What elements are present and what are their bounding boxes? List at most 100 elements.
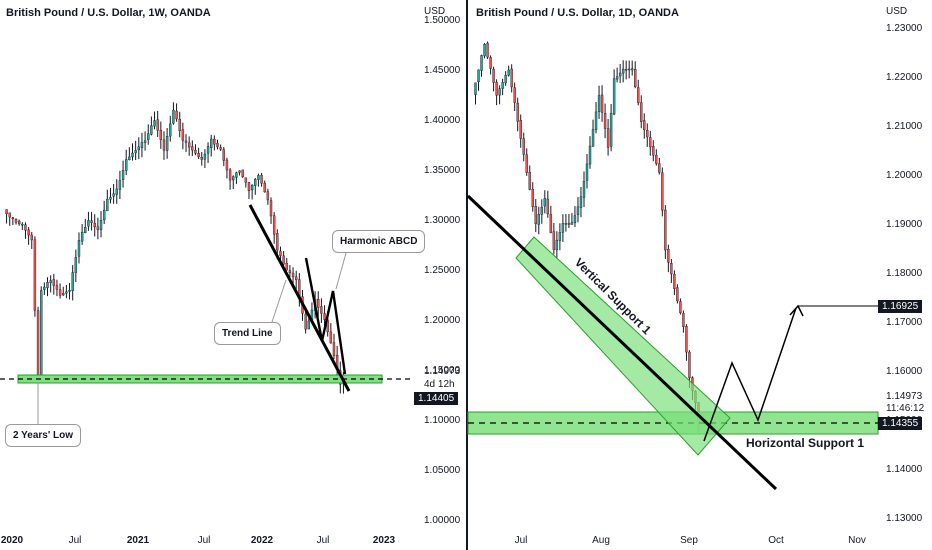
candle-body [181, 129, 185, 141]
projection-path[interactable] [703, 307, 797, 442]
price-tick-label: 1.45000 [424, 65, 461, 76]
candle-body [33, 239, 37, 311]
candle-body [567, 223, 571, 225]
horizontal-support-label: Horizontal Support 1 [746, 436, 864, 450]
candle-body [184, 140, 188, 143]
candle-body [244, 177, 248, 183]
candle-body [175, 110, 178, 120]
price-tick-label: 1.05000 [424, 465, 461, 476]
candle-body [162, 139, 166, 151]
candle-body [225, 159, 229, 171]
candle-body [576, 206, 580, 215]
candle-body [291, 272, 295, 278]
candle-body [555, 239, 559, 251]
time-tick-label: 2021 [127, 535, 150, 546]
candle-body [543, 198, 547, 207]
candle-body [282, 255, 285, 265]
candle-body [62, 293, 65, 296]
harmonic-abcd-pattern[interactable] [304, 257, 347, 375]
candle-body [109, 197, 112, 200]
candle-body [498, 88, 501, 96]
candle-body [489, 57, 492, 69]
time-tick-label: Nov [848, 535, 866, 546]
candle-body [612, 78, 616, 115]
candle-body [320, 306, 323, 314]
candle-body [65, 291, 68, 294]
candle-body [507, 69, 510, 76]
candle-body [232, 176, 235, 181]
candle-body [96, 226, 100, 231]
candle-body [197, 153, 200, 157]
candle-body [585, 163, 589, 181]
candle-body [480, 55, 483, 71]
daily-candles [474, 41, 700, 434]
candle-body [652, 146, 655, 156]
candle-body [570, 222, 574, 225]
price-tick-label: 1.15000 [424, 365, 461, 376]
harmonic-abcd-callout: Harmonic ABCD [332, 230, 426, 253]
candle-body [27, 229, 30, 236]
time-tick-label: Jul [317, 535, 330, 546]
candle-body [194, 149, 197, 154]
candle-body [159, 130, 163, 140]
candle-body [667, 249, 670, 263]
candle-body [131, 152, 134, 158]
candle-body [102, 209, 106, 221]
candle-body [49, 280, 52, 283]
candle-body [254, 179, 257, 186]
candle-body [516, 102, 519, 122]
candle-body [528, 172, 531, 190]
weekly-chart-panel[interactable]: 1.50000 1.45000 1.40000 1.35000 1.30000 1.250… [0, 0, 466, 550]
candle-body [93, 222, 96, 228]
candle-body [676, 287, 679, 302]
candle-body [266, 191, 270, 201]
candle-body [504, 74, 507, 84]
candle-body [5, 209, 8, 215]
price-tick-label: 1.50000 [424, 15, 461, 26]
candle-body [307, 320, 310, 330]
candle-body [137, 146, 140, 151]
vertical-support-trend-line[interactable] [466, 194, 778, 491]
daily-chart-panel[interactable]: 1.23000 1.22000 1.21000 1.20000 1.19000 1.180… [466, 0, 932, 550]
candle-body [36, 310, 40, 380]
weekly-currency-label: USD [424, 6, 446, 17]
candle-body [332, 342, 336, 356]
candle-body [8, 212, 11, 218]
candle-body [99, 220, 103, 230]
price-tick-label: 1.30000 [424, 215, 461, 226]
time-tick-label: 2020 [1, 535, 24, 546]
candle-body [219, 147, 222, 150]
candle-body [140, 142, 144, 148]
candle-body [558, 232, 562, 241]
trend-line-callout: Trend Line [214, 322, 281, 345]
candle-body [501, 82, 504, 89]
candle-body [24, 224, 27, 231]
candle-body [52, 279, 55, 286]
candle-body [624, 69, 628, 71]
candle-body [323, 313, 326, 320]
candle-body [591, 129, 595, 147]
price-tick-label: 1.16000 [886, 366, 923, 377]
candle-body [688, 351, 691, 379]
candle-body [295, 276, 298, 280]
candle-body [115, 188, 118, 195]
time-tick-label: Oct [768, 535, 784, 546]
candle-body [77, 240, 81, 257]
candle-body [609, 113, 613, 147]
trend-line[interactable] [248, 204, 351, 392]
candle-body [68, 289, 71, 292]
candle-body [191, 146, 194, 151]
candle-body [658, 163, 661, 173]
candle-body [552, 231, 556, 250]
candle-body [540, 206, 544, 215]
trend-line-pointer [271, 279, 287, 323]
candle-body [477, 69, 480, 83]
candle-body [87, 220, 90, 227]
candle-body [128, 156, 131, 161]
weekly-chart-svg[interactable]: 1.50000 1.45000 1.40000 1.35000 1.30000 1.250… [0, 0, 466, 550]
daily-chart-svg[interactable]: 1.23000 1.22000 1.21000 1.20000 1.19000 1.180… [466, 0, 932, 550]
candle-body [549, 214, 553, 233]
price-tick-label: 1.00000 [424, 515, 461, 526]
price-tick-label: 1.17000 [886, 317, 923, 328]
candle-body [664, 209, 667, 251]
